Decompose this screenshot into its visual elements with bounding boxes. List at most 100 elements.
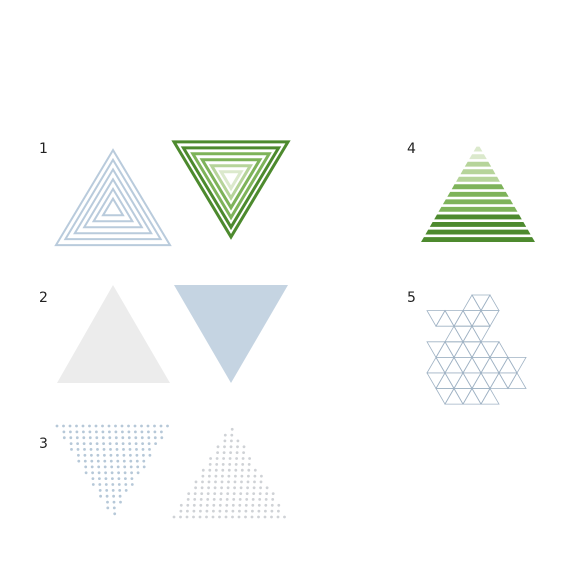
dotted-triangle-down-icon	[55, 424, 169, 516]
grid-triangle	[444, 325, 464, 343]
dot	[186, 509, 189, 513]
dot	[122, 459, 126, 463]
dot	[207, 486, 211, 490]
dot	[193, 492, 197, 495]
dot	[214, 468, 218, 472]
dot	[113, 512, 117, 516]
dot	[214, 480, 217, 484]
grid-triangle	[453, 340, 473, 358]
dot	[140, 430, 144, 434]
label-5: 5	[407, 290, 416, 306]
dot	[214, 474, 218, 478]
dot	[242, 451, 246, 454]
dot	[103, 459, 107, 463]
dot	[89, 442, 92, 445]
grid-triangle	[462, 325, 482, 343]
dot	[130, 477, 134, 480]
dot	[192, 515, 195, 519]
dot	[248, 457, 252, 460]
grid-triangle	[480, 372, 500, 390]
dot	[111, 483, 115, 486]
dot	[199, 503, 203, 507]
dot	[239, 492, 243, 495]
dot	[221, 468, 225, 472]
dot	[206, 498, 210, 501]
grid-triangle	[480, 387, 500, 405]
dot	[82, 430, 85, 434]
dot	[140, 436, 144, 440]
dot	[130, 483, 134, 486]
dot	[194, 480, 198, 484]
dot	[153, 430, 157, 434]
dot	[128, 442, 132, 445]
dot	[142, 453, 145, 457]
dot	[264, 498, 268, 501]
dot	[118, 494, 122, 498]
dot	[62, 436, 66, 440]
dot	[227, 468, 231, 472]
grid-triangle	[471, 356, 491, 374]
dot	[251, 503, 255, 507]
grid-triangle	[462, 294, 482, 312]
dot	[223, 433, 227, 437]
grid-triangle	[498, 372, 518, 390]
dot	[238, 503, 242, 507]
dot	[146, 424, 150, 428]
dot	[129, 465, 133, 469]
grid-triangle	[471, 325, 491, 343]
dot	[97, 471, 101, 475]
dot	[112, 494, 115, 498]
dot	[230, 433, 234, 437]
dot	[257, 509, 261, 513]
stripe-band	[434, 214, 522, 220]
dot	[70, 448, 73, 451]
dot	[235, 451, 239, 454]
grid-triangle	[426, 356, 446, 374]
dot	[244, 515, 247, 519]
dot	[276, 515, 280, 519]
dot	[115, 448, 119, 451]
dot	[212, 503, 216, 507]
stripe-band	[429, 222, 527, 227]
dot	[237, 515, 241, 519]
dot	[109, 448, 112, 451]
grid-triangle	[471, 372, 491, 389]
nested-triangle-outline	[199, 158, 263, 211]
grid-triangle	[480, 341, 500, 359]
dot	[114, 436, 118, 440]
dot	[242, 445, 246, 449]
dot	[222, 457, 226, 460]
dot	[102, 448, 106, 451]
grid-triangle	[471, 340, 491, 358]
grid-triangle	[453, 309, 473, 327]
dot	[257, 515, 260, 519]
dot	[185, 515, 189, 519]
dot	[116, 465, 120, 469]
dot	[109, 453, 113, 457]
dot	[129, 453, 132, 457]
dot	[215, 457, 219, 460]
grid-triangle	[435, 309, 455, 327]
dot	[205, 515, 208, 519]
dot	[251, 509, 254, 513]
dot	[283, 515, 286, 519]
dot	[95, 430, 98, 434]
dot	[135, 459, 139, 463]
dot	[231, 509, 235, 513]
dot	[123, 465, 127, 469]
stripe-band	[473, 146, 483, 152]
dot	[240, 480, 243, 484]
dot	[223, 445, 226, 449]
dot	[263, 515, 267, 519]
dot	[94, 424, 98, 428]
dot	[264, 509, 267, 513]
dot	[103, 453, 106, 457]
dot	[233, 486, 237, 490]
dot	[247, 468, 251, 472]
dot	[90, 453, 93, 457]
dot	[277, 503, 281, 507]
dot	[124, 477, 127, 480]
nested-triangle-outline	[218, 170, 244, 192]
dot	[98, 477, 101, 480]
